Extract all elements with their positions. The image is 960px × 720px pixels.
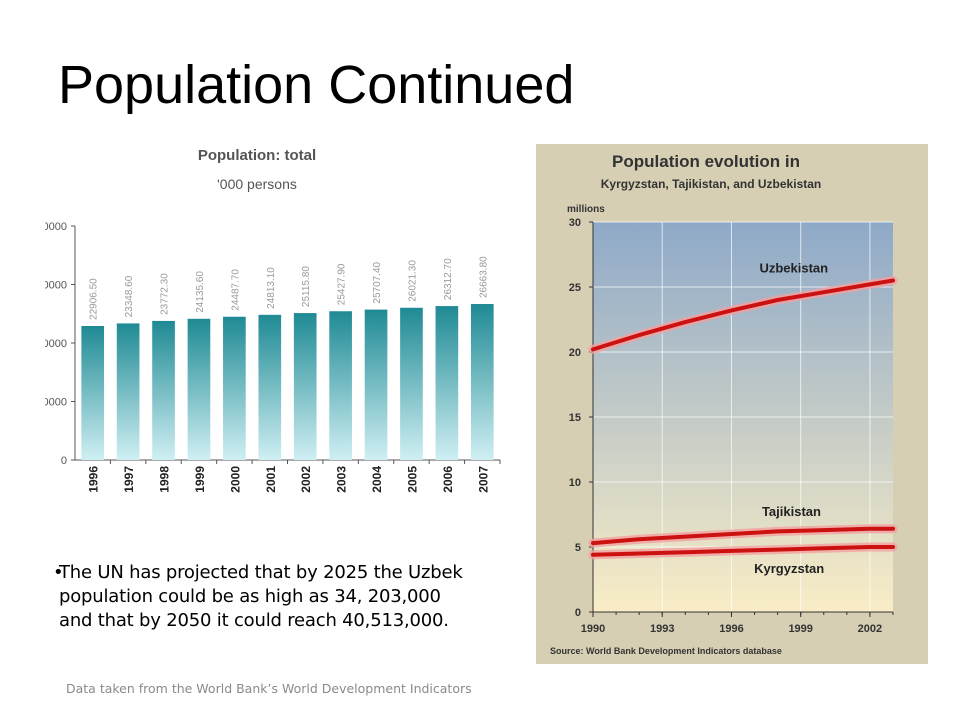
bar-x-tick-label: 2001 (264, 466, 278, 493)
bar-x-tick-label: 2007 (476, 466, 490, 493)
bar-x-tick-label: 2002 (299, 466, 313, 493)
bar-y-tick-label: 0 (61, 455, 67, 467)
bar (152, 320, 175, 460)
line-x-tick-label: 1999 (788, 623, 812, 635)
line-y-tick-label: 5 (575, 542, 581, 554)
series-label: Uzbekistan (759, 261, 828, 276)
bar-value-label: 26663.80 (478, 256, 489, 298)
bar-x-tick-label: 1996 (87, 466, 101, 493)
bar-value-label: 23772.30 (160, 273, 171, 315)
bar-y-tick-label: 40000 (45, 221, 67, 233)
bar-value-label: 26021.30 (407, 260, 418, 302)
bar-chart-title: Population: total (198, 147, 316, 164)
bar (364, 309, 388, 460)
bullet-dot-icon: • (53, 562, 64, 583)
bar-value-label: 22906.50 (89, 278, 100, 320)
bar-x-tick-label: 2004 (370, 466, 384, 493)
bar (470, 304, 494, 460)
bar-x-tick-label: 1998 (158, 466, 172, 493)
series-line (591, 545, 895, 557)
bar-value-label: 25707.40 (372, 261, 383, 303)
bar (116, 323, 140, 460)
line-y-tick-label: 20 (569, 347, 581, 359)
bar-axes: 0 10000 20000 30000 40000 1996 1997 1998 1999 200… (45, 221, 501, 493)
line-x-tick-label: 1996 (719, 623, 743, 635)
bar-value-label: 23348.60 (124, 275, 135, 317)
line-chart-source: Source: World Bank Development Indicator… (550, 646, 782, 656)
bar (435, 306, 459, 460)
line-x-tick-label: 1993 (650, 623, 674, 635)
bar-value-label: 24135.60 (195, 271, 206, 313)
line-series: Uzbekistan Tajikistan Kyrgyzstan (588, 261, 898, 576)
line-chart-ylabel: millions (567, 204, 605, 215)
bullet-point: • The UN has projected that by 2025 the … (53, 561, 479, 633)
bar (223, 316, 246, 460)
series-label: Tajikistan (762, 504, 821, 519)
line-y-tick-label: 10 (569, 477, 581, 489)
bar (81, 325, 105, 460)
bar (187, 318, 211, 460)
line-y-tick-label: 25 (569, 282, 581, 294)
bar-x-tick-label: 1997 (122, 466, 136, 493)
footnote: Data taken from the World Bank’s World D… (66, 681, 472, 696)
bar-x-tick-label: 2006 (441, 466, 455, 493)
slide-title: Population Continued (58, 55, 575, 115)
bar (329, 311, 352, 460)
bar (293, 313, 317, 460)
series-line (591, 526, 895, 546)
line-chart: Population evolution in Kyrgyzstan, Taji… (536, 144, 928, 664)
line-y-tick-label: 0 (575, 607, 581, 619)
bar-value-label: 24487.70 (230, 269, 241, 311)
bar-y-tick-label: 30000 (45, 280, 67, 292)
bar-chart-subtitle: '000 persons (217, 176, 297, 192)
line-y-tick-label: 30 (569, 217, 581, 229)
bar-value-label: 26312.70 (443, 258, 454, 300)
line-chart-title: Population evolution in (612, 152, 800, 171)
bar-value-label: 25427.90 (337, 263, 348, 305)
series-line (591, 278, 895, 352)
bar-x-tick-label: 2005 (405, 466, 419, 493)
line-chart-subtitle: Kyrgyzstan, Tajikistan, and Uzbekistan (601, 177, 822, 191)
bar-marks: 22906.50 23348.60 23772.30 24135.60 24487.70… (81, 256, 494, 460)
line-x-tick-label: 1990 (581, 623, 605, 635)
line-y-tick-label: 15 (569, 412, 581, 424)
bar-y-tick-label: 10000 (45, 397, 67, 409)
line-x-tick-label: 2002 (858, 623, 882, 635)
bar-value-label: 25115.80 (301, 266, 312, 307)
bar-x-tick-label: 1999 (193, 466, 207, 493)
bar-chart: Population: total '000 persons 0 10000 200… (45, 147, 501, 493)
bar (400, 307, 423, 460)
bar-x-tick-label: 2003 (335, 466, 349, 493)
bar-value-label: 24813.10 (266, 267, 277, 309)
series-label: Kyrgyzstan (754, 561, 824, 576)
bar (258, 314, 282, 460)
bar-y-tick-label: 20000 (45, 338, 67, 350)
bullet-text: The UN has projected that by 2025 the Uz… (59, 562, 463, 631)
bar-x-tick-label: 2000 (228, 466, 242, 493)
